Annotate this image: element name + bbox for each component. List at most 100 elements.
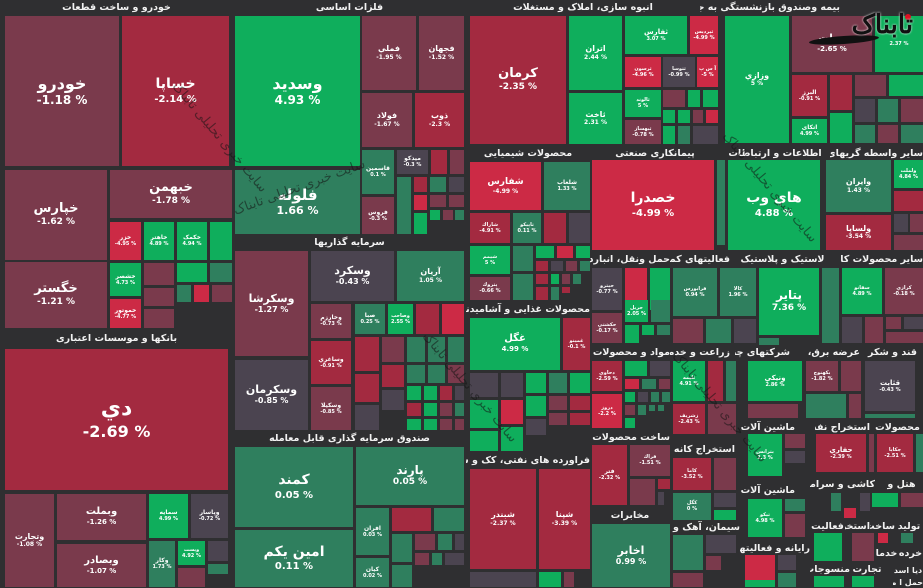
stock-tile[interactable]: شپنا -3.39 % xyxy=(539,469,590,569)
stock-tile[interactable] xyxy=(407,337,425,362)
stock-tile[interactable] xyxy=(448,337,464,362)
stock-tile[interactable] xyxy=(407,365,425,383)
stock-tile[interactable]: آريان 1.05 % xyxy=(397,251,464,301)
stock-tile[interactable] xyxy=(841,361,861,391)
stock-tile[interactable] xyxy=(865,317,883,343)
stock-tile[interactable]: حپترو -0.77 % xyxy=(592,268,622,310)
stock-tile[interactable] xyxy=(693,110,703,123)
stock-tile[interactable] xyxy=(901,125,923,143)
stock-tile[interactable] xyxy=(443,210,453,220)
stock-tile[interactable] xyxy=(894,235,923,250)
stock-tile[interactable] xyxy=(536,287,548,300)
stock-tile[interactable] xyxy=(830,113,852,143)
stock-tile[interactable] xyxy=(551,274,559,284)
stock-tile[interactable] xyxy=(549,413,567,425)
stock-tile[interactable] xyxy=(658,479,670,489)
stock-tile[interactable]: وصاحب 2.55 % xyxy=(388,304,413,334)
stock-tile[interactable] xyxy=(901,533,913,543)
stock-tile[interactable] xyxy=(726,361,736,401)
stock-tile[interactable]: ولساپا -3.54 % xyxy=(826,215,891,250)
stock-tile[interactable]: وپاسار -0.72 % xyxy=(191,494,228,538)
stock-tile[interactable]: آ س پ -5 % xyxy=(697,57,718,87)
stock-tile[interactable] xyxy=(638,405,646,415)
stock-tile[interactable] xyxy=(569,213,590,243)
stock-tile[interactable] xyxy=(424,403,437,416)
stock-tile[interactable] xyxy=(382,365,404,387)
stock-tile[interactable] xyxy=(625,405,635,415)
stock-tile[interactable] xyxy=(878,533,888,543)
stock-tile[interactable]: غمينو -0.1 % xyxy=(563,318,590,370)
stock-tile[interactable] xyxy=(778,573,796,587)
stock-tile[interactable] xyxy=(194,285,209,302)
stock-tile[interactable] xyxy=(573,274,581,284)
stock-tile[interactable] xyxy=(673,319,703,343)
stock-tile[interactable]: صبا 0.25 % xyxy=(355,304,385,334)
stock-tile[interactable] xyxy=(513,274,533,300)
stock-tile[interactable]: وخارزم -0.73 % xyxy=(311,304,351,338)
stock-tile[interactable] xyxy=(208,541,228,561)
stock-tile[interactable] xyxy=(878,99,898,122)
stock-tile[interactable] xyxy=(706,535,736,553)
stock-tile[interactable] xyxy=(177,263,207,282)
stock-tile[interactable] xyxy=(869,434,874,472)
stock-tile[interactable] xyxy=(806,394,846,418)
stock-tile[interactable] xyxy=(450,150,464,174)
stock-tile[interactable] xyxy=(470,373,498,397)
stock-tile[interactable] xyxy=(414,177,427,192)
stock-tile[interactable]: حريل 2.05 % xyxy=(625,300,648,322)
stock-tile[interactable] xyxy=(638,392,648,402)
stock-tile[interactable] xyxy=(714,493,736,507)
stock-tile[interactable] xyxy=(440,403,452,416)
stock-tile[interactable]: تيكو 4.98 % xyxy=(748,499,782,537)
stock-tile[interactable] xyxy=(415,553,429,565)
stock-tile[interactable] xyxy=(536,261,548,271)
stock-tile[interactable] xyxy=(844,508,856,518)
stock-tile[interactable]: ونيكي 2.86 % xyxy=(748,361,802,401)
stock-tile[interactable] xyxy=(526,373,546,393)
stock-tile[interactable] xyxy=(424,419,437,430)
stock-tile[interactable]: ميدكو -0.3 % xyxy=(397,150,428,174)
stock-tile[interactable] xyxy=(658,405,664,411)
stock-tile[interactable] xyxy=(663,90,685,107)
stock-tile[interactable]: فرابورس 0.94 % xyxy=(673,268,717,316)
stock-tile[interactable] xyxy=(455,419,464,430)
stock-tile[interactable]: دحاوي -2.59 % xyxy=(592,361,622,391)
stock-tile[interactable] xyxy=(501,400,523,424)
stock-tile[interactable] xyxy=(785,514,805,537)
stock-tile[interactable] xyxy=(414,213,427,234)
stock-tile[interactable]: پارند 0.05 % xyxy=(356,447,464,505)
stock-tile[interactable] xyxy=(570,373,590,393)
stock-tile[interactable]: وزازي 5 % xyxy=(725,16,789,143)
stock-tile[interactable]: حكشتي -0.17 % xyxy=(592,313,622,343)
stock-tile[interactable]: ثفارس 3.07 % xyxy=(625,16,687,54)
stock-tile[interactable] xyxy=(625,268,647,310)
stock-tile[interactable] xyxy=(580,261,590,271)
stock-tile[interactable] xyxy=(544,213,566,243)
stock-tile[interactable] xyxy=(822,268,839,343)
stock-tile[interactable]: كاما -3.52 % xyxy=(673,458,711,490)
stock-tile[interactable] xyxy=(442,304,464,334)
stock-tile[interactable] xyxy=(625,325,639,343)
stock-tile[interactable]: ولملت 4.84 % xyxy=(894,160,923,188)
stock-tile[interactable]: اخابر 0.99 % xyxy=(592,524,670,587)
stock-tile[interactable] xyxy=(416,304,439,334)
stock-tile[interactable]: 2.37 % xyxy=(875,16,923,72)
stock-tile[interactable]: خکمک 4.94 % xyxy=(177,222,207,260)
stock-tile[interactable] xyxy=(658,492,664,505)
stock-tile[interactable]: كمند 0.05 % xyxy=(235,447,353,527)
stock-tile[interactable] xyxy=(778,555,796,570)
stock-tile[interactable]: زشريف -2.43 % xyxy=(673,404,705,434)
stock-tile[interactable]: خموتور -4.77 % xyxy=(110,299,141,328)
stock-tile[interactable] xyxy=(688,90,700,107)
stock-tile[interactable]: خپارس -1.62 % xyxy=(5,170,107,260)
stock-tile[interactable]: شفارس -4.99 % xyxy=(470,162,541,210)
stock-tile[interactable] xyxy=(470,400,498,428)
stock-tile[interactable] xyxy=(901,493,923,507)
stock-tile[interactable] xyxy=(566,261,577,271)
stock-tile[interactable]: وسديد 4.93 % xyxy=(235,16,360,166)
stock-tile[interactable] xyxy=(714,458,736,490)
stock-tile[interactable] xyxy=(706,556,721,570)
stock-tile[interactable] xyxy=(860,493,870,511)
stock-tile[interactable]: خاهتر 4.89 % xyxy=(144,222,174,260)
stock-tile[interactable]: فراك -1.51 % xyxy=(630,445,670,476)
